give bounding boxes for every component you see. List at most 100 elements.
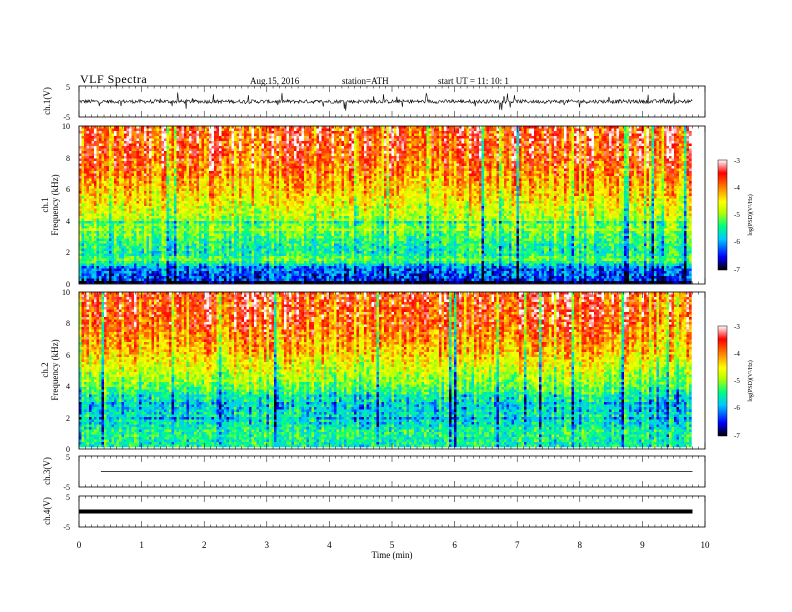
spectrogram-cell — [94, 276, 97, 279]
spectrogram-cell — [159, 164, 162, 167]
spectrogram-cell — [124, 259, 127, 262]
spectrogram-cell — [202, 159, 205, 162]
spectrogram-cell — [109, 219, 112, 222]
spectrogram-cell — [129, 144, 132, 147]
spectrogram-cell — [174, 266, 177, 269]
spectrogram-cell — [222, 274, 225, 277]
spectrogram-cell — [109, 259, 112, 262]
spectrogram-cell — [82, 134, 85, 137]
spectrogram-cell — [167, 221, 170, 224]
spectrogram-cell — [134, 169, 137, 172]
spectrogram-cell — [162, 226, 165, 229]
spectrogram-cell — [164, 171, 167, 174]
spectrogram-cell — [144, 211, 147, 214]
spectrogram-cell — [187, 149, 190, 152]
spectrogram-cell — [192, 154, 195, 157]
spectrogram-cell — [104, 214, 107, 217]
spectrogram-cell — [122, 241, 125, 244]
spectrogram-cell — [182, 269, 185, 272]
spectrogram-cell — [172, 254, 175, 257]
spectrogram-cell — [202, 276, 205, 279]
spectrogram-cell — [159, 251, 162, 254]
spectrogram-cell — [122, 251, 125, 254]
spectrogram-cell — [179, 169, 182, 172]
spectrogram-cell — [139, 176, 142, 179]
spectrogram-cell — [154, 179, 157, 182]
spectrogram-cell — [112, 156, 115, 159]
spectrogram-cell — [219, 226, 222, 229]
spectrogram-cell — [102, 214, 105, 217]
spectrogram-cell — [199, 149, 202, 152]
spectrogram-cell — [114, 254, 117, 257]
spectrogram-cell — [147, 276, 150, 279]
spectrogram-cell — [212, 214, 215, 217]
spectrogram-cell — [89, 229, 92, 232]
spectrogram-cell — [79, 139, 82, 142]
spectrogram-cell — [142, 131, 145, 134]
spectrogram-cell — [182, 219, 185, 222]
spectrogram-cell — [122, 254, 125, 257]
spectrogram-cell — [212, 161, 215, 164]
spectrogram-cell — [204, 139, 207, 142]
spectrogram-cell — [84, 276, 87, 279]
spectrogram-cell — [152, 184, 155, 187]
spectrogram-cell — [124, 159, 127, 162]
spectrogram-cell — [104, 154, 107, 157]
spectrogram-cell — [162, 229, 165, 232]
spectrogram-cell — [129, 234, 132, 237]
spectrogram-cell — [182, 226, 185, 229]
spectrogram-cell — [152, 256, 155, 259]
spectrogram-cell — [157, 196, 160, 199]
spectrogram-cell — [122, 259, 125, 262]
spectrogram-cell — [109, 261, 112, 264]
spectrogram-cell — [192, 224, 195, 227]
spectrogram-cell — [162, 134, 165, 137]
spectrogram-cell — [227, 181, 230, 184]
spectrogram-cell — [139, 169, 142, 172]
spectrogram-cell — [134, 186, 137, 189]
spectrogram-cell — [184, 254, 187, 257]
spectrogram-cell — [114, 204, 117, 207]
spectrogram-cell — [189, 196, 192, 199]
spectrogram-cell — [212, 136, 215, 139]
spectrogram-cell — [224, 149, 227, 152]
spectrogram-cell — [97, 224, 100, 227]
spectrogram-cell — [222, 251, 225, 254]
spectrogram-cell — [154, 131, 157, 134]
spectrogram-cell — [222, 249, 225, 252]
spectrogram-cell — [207, 161, 210, 164]
spectrogram-cell — [92, 144, 95, 147]
spectrogram-cell — [204, 236, 207, 239]
spectrogram-cell — [177, 191, 180, 194]
spectrogram-cell — [97, 154, 100, 157]
spectrogram-cell — [117, 149, 120, 152]
spectrogram-cell — [122, 194, 125, 197]
spectrogram-cell — [144, 234, 147, 237]
spectrogram-cell — [82, 254, 85, 257]
spectrogram-cell — [79, 194, 82, 197]
spectrogram-cell — [159, 246, 162, 249]
spectrogram-cell — [104, 254, 107, 257]
spectrogram-cell — [164, 181, 167, 184]
spectrogram-cell — [169, 234, 172, 237]
spectrogram-cell — [119, 249, 122, 252]
spectrogram-cell — [189, 259, 192, 262]
spectrogram-cell — [217, 176, 220, 179]
spectrogram-cell — [204, 201, 207, 204]
spectrogram-cell — [127, 246, 130, 249]
spectrogram-cell — [154, 276, 157, 279]
spectrogram-cell — [152, 169, 155, 172]
spectrogram-cell — [152, 261, 155, 264]
spectrogram-cell — [139, 196, 142, 199]
spectrogram-cell — [97, 201, 100, 204]
spectrogram-cell — [202, 204, 205, 207]
spectrogram-cell — [189, 191, 192, 194]
spectrogram-cell — [114, 281, 117, 284]
spectrogram-cell — [217, 164, 220, 167]
spectrogram-cell — [169, 136, 172, 139]
spectrogram-cell — [89, 146, 92, 149]
spectrogram-cell — [87, 156, 90, 159]
spectrogram-cell — [119, 216, 122, 219]
spectrogram-cell — [204, 176, 207, 179]
spectrogram-cell — [79, 231, 82, 234]
